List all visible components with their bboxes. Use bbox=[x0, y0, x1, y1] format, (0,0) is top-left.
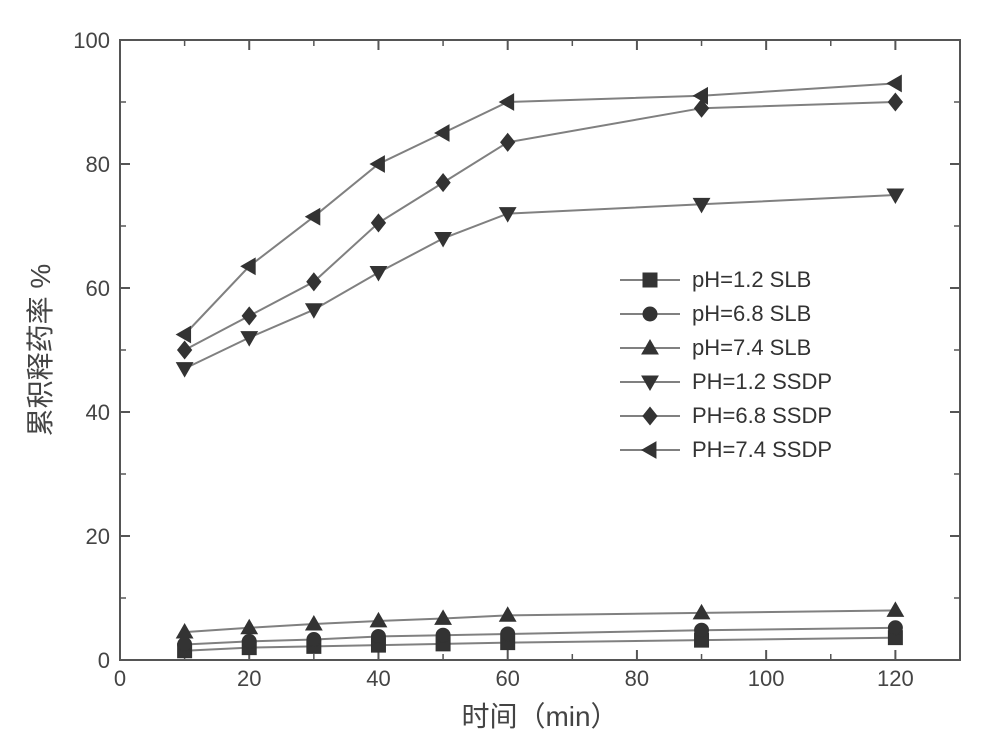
svg-text:40: 40 bbox=[366, 666, 390, 691]
svg-text:80: 80 bbox=[625, 666, 649, 691]
legend-label-5: PH=7.4 SSDP bbox=[692, 437, 832, 462]
svg-text:20: 20 bbox=[237, 666, 261, 691]
chart-svg: 0 20 40 60 80 100 120 时间（min） 0 20 40 60 80 100 累积释药率 … bbox=[0, 0, 1000, 756]
legend-label-3: PH=1.2 SSDP bbox=[692, 369, 832, 394]
svg-text:120: 120 bbox=[877, 666, 914, 691]
svg-text:20: 20 bbox=[86, 524, 110, 549]
svg-text:60: 60 bbox=[495, 666, 519, 691]
series-line-5 bbox=[185, 83, 896, 334]
svg-text:40: 40 bbox=[86, 400, 110, 425]
legend-label-4: PH=6.8 SSDP bbox=[692, 403, 832, 428]
y-axis-title: 累积释药率 % bbox=[25, 264, 56, 437]
legend-label-2: pH=7.4 SLB bbox=[692, 335, 811, 360]
svg-text:100: 100 bbox=[73, 28, 110, 53]
legend-label-1: pH=6.8 SLB bbox=[692, 301, 811, 326]
release-chart: 0 20 40 60 80 100 120 时间（min） 0 20 40 60 80 100 累积释药率 … bbox=[0, 0, 1000, 756]
svg-text:0: 0 bbox=[114, 666, 126, 691]
svg-text:60: 60 bbox=[86, 276, 110, 301]
legend-label-0: pH=1.2 SLB bbox=[692, 267, 811, 292]
svg-text:0: 0 bbox=[98, 648, 110, 673]
svg-text:100: 100 bbox=[748, 666, 785, 691]
svg-text:80: 80 bbox=[86, 152, 110, 177]
x-axis-title: 时间（min） bbox=[461, 701, 618, 732]
